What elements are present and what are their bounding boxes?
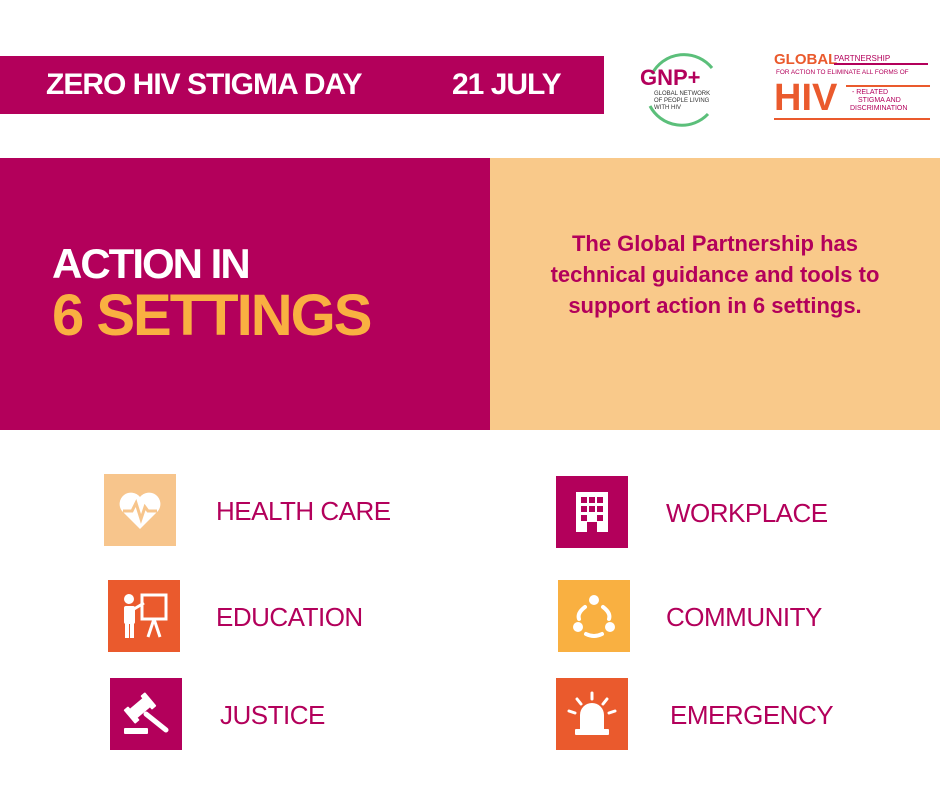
- setting-label: HEALTH CARE: [216, 496, 391, 526]
- gp-line5: DISCRIMINATION: [850, 105, 907, 112]
- gnp-mark: GNP+: [640, 65, 701, 90]
- setting-label: JUSTICE: [220, 700, 325, 730]
- gp-line2: FOR ACTION TO ELIMINATE ALL FORMS OF: [776, 69, 909, 76]
- setting-label: WORKPLACE: [666, 498, 828, 528]
- setting-label: EMERGENCY: [670, 700, 834, 730]
- heart-pulse-icon: [104, 474, 176, 546]
- gp-word2: PARTNERSHIP: [834, 54, 890, 63]
- gnp-logo: GNP+ GLOBAL NETWORK OF PEOPLE LIVING WIT…: [640, 53, 714, 127]
- title-banner: ZERO HIV STIGMA DAY 21 JULY: [0, 56, 604, 114]
- hero-heading-line1: ACTION IN: [52, 240, 251, 287]
- setting-label: EDUCATION: [216, 602, 363, 632]
- gnp-line1: GLOBAL NETWORK: [654, 91, 710, 97]
- hero-heading-panel: ACTION IN 6 SETTINGS: [0, 158, 490, 430]
- office-building-icon: [556, 476, 628, 548]
- gnp-line2: OF PEOPLE LIVING: [654, 98, 710, 104]
- setting-label: COMMUNITY: [666, 602, 822, 632]
- people-circle-icon: [558, 580, 630, 652]
- banner-title: ZERO HIV STIGMA DAY: [46, 68, 362, 101]
- hero-heading-line2: 6 SETTINGS: [52, 283, 372, 348]
- gnp-line3: WITH HIV: [654, 105, 681, 111]
- gp-word1: GLOBAL: [774, 51, 837, 68]
- gavel-icon: [110, 678, 182, 750]
- siren-icon: [556, 678, 628, 750]
- hero-description: The Global Partnership has technical gui…: [550, 231, 880, 318]
- gp-line4: STIGMA AND: [858, 97, 901, 104]
- hero-description-panel: The Global Partnership has technical gui…: [490, 158, 940, 430]
- teacher-board-icon: [108, 580, 180, 652]
- banner-date: 21 JULY: [452, 68, 562, 101]
- global-partnership-logo: GLOBAL PARTNERSHIP FOR ACTION TO ELIMINA…: [774, 51, 930, 120]
- gp-big: HIV: [774, 77, 838, 119]
- gp-line3: - RELATED: [852, 89, 888, 96]
